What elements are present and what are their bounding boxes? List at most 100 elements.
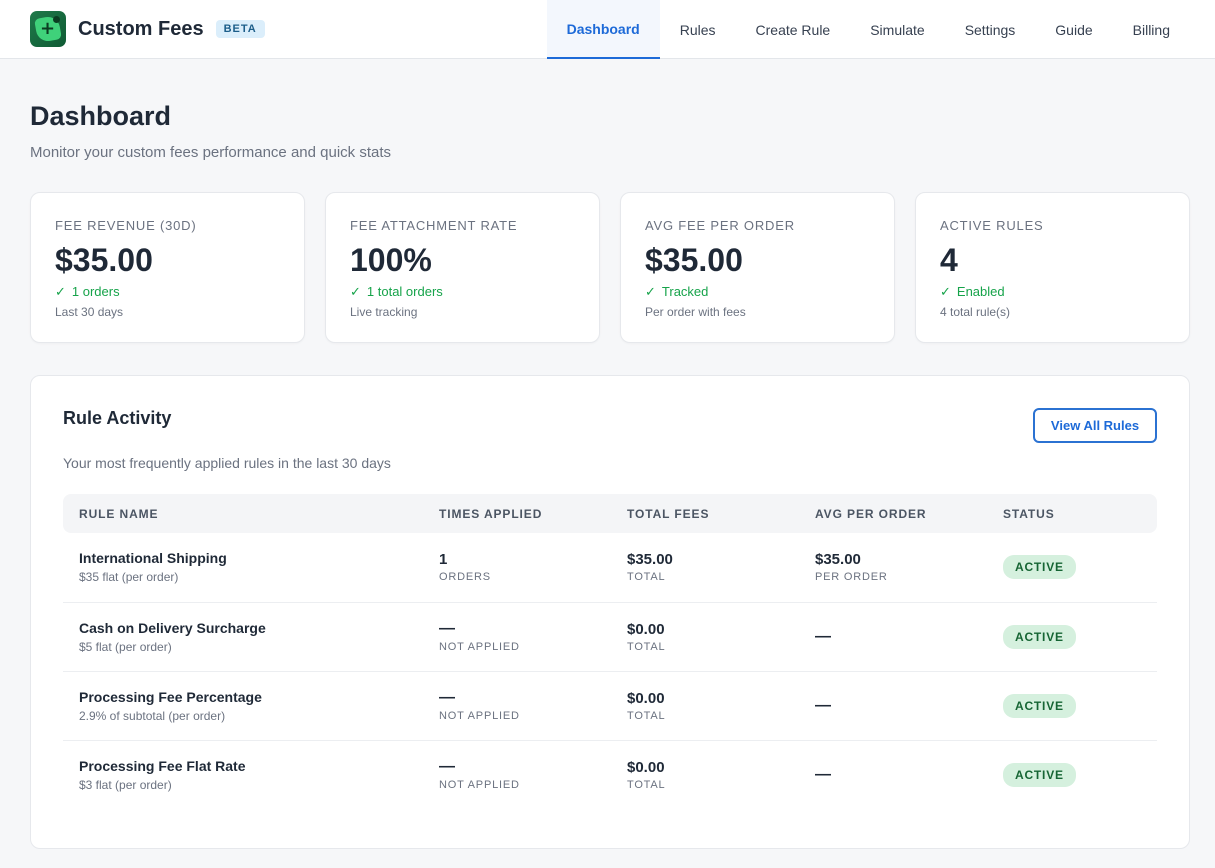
stat-trend-text: 1 orders [71,284,120,299]
avg-per-order-value: — [815,765,831,783]
logo-dot [53,16,60,23]
avg-per-order-value: — [815,696,831,714]
times-applied-value: — [439,689,455,706]
rule-activity-table: RULE NAME TIMES APPLIED TOTAL FEES AVG P… [63,494,1157,809]
stats-row: FEE REVENUE (30D) $35.00 ✓ 1 orders Last … [30,192,1190,343]
page-subtitle: Monitor your custom fees performance and… [30,144,391,161]
column-header-status[interactable]: STATUS [1003,506,1055,521]
stat-trend-text: 1 total orders [366,284,443,299]
column-header-avg-per-order[interactable]: AVG PER ORDER [815,506,927,521]
logo-plus-glyph: + [40,18,56,39]
cell-total-fees: $0.00 TOTAL [611,602,799,672]
nav-tab-simulate[interactable]: Simulate [870,21,925,38]
rule-description: $35 flat (per order) [79,570,179,585]
nav-tab-create-rule[interactable]: Create Rule [755,21,831,38]
total-fees-value: $0.00 [627,620,665,638]
stat-trend: ✓ Enabled [940,284,1165,300]
table-row[interactable]: Processing Fee Percentage 2.9% of subtot… [63,671,1157,741]
cell-times-applied: — NOT APPLIED [423,671,611,741]
nav-tab-rules[interactable]: Rules [679,21,716,38]
cell-avg-per-order: $35.00 PER ORDER [799,533,987,603]
times-applied-caption: NOT APPLIED [439,710,520,722]
stat-label: FEE REVENUE (30D) [55,218,197,233]
stat-value: 4 [940,242,958,278]
total-fees-value: $0.00 [627,758,665,776]
main-nav: Dashboard Rules Create Rule Simulate Set… [546,0,1190,59]
page-title: Dashboard [30,101,172,131]
times-applied-value: — [439,620,455,637]
stat-note: Per order with fees [645,305,746,319]
table-header-row: RULE NAME TIMES APPLIED TOTAL FEES AVG P… [63,494,1157,533]
cell-rule: Processing Fee Percentage 2.9% of subtot… [63,671,423,741]
app-name: Custom Fees [78,17,204,40]
cell-total-fees: $35.00 TOTAL [611,533,799,603]
column-header-rule-name[interactable]: RULE NAME [79,506,159,521]
beta-badge: BETA [215,20,265,38]
total-fees-caption: TOTAL [627,571,666,584]
nav-tab-guide[interactable]: Guide [1055,21,1093,38]
cell-avg-per-order: — [799,602,987,672]
view-all-rules-button[interactable]: View All Rules [1033,408,1157,443]
cell-status: ACTIVE [987,740,1157,809]
rule-description: $3 flat (per order) [79,777,172,792]
nav-tab-dashboard[interactable]: Dashboard [546,0,660,59]
stat-note: Last 30 days [55,305,124,319]
panel-title: Rule Activity [63,408,172,428]
stat-card-avg-fee: AVG FEE PER ORDER $35.00 ✓ Tracked Per or… [620,192,895,343]
rule-name[interactable]: Processing Fee Percentage [79,688,262,705]
nav-tab-settings[interactable]: Settings [964,21,1016,38]
table-row[interactable]: International Shipping $35 flat (per ord… [63,533,1157,603]
stat-card-active-rules: ACTIVE RULES 4 ✓ Enabled 4 total rule(s) [915,192,1190,343]
stat-label: ACTIVE RULES [940,218,1044,233]
status-badge: ACTIVE [1003,762,1076,787]
nav-tab-billing[interactable]: Billing [1132,21,1170,38]
times-applied-value: — [439,758,455,776]
stat-note: Live tracking [350,305,418,319]
stat-value: $35.00 [55,242,153,278]
stat-trend-text: Enabled [956,284,1005,299]
check-icon: ✓ [645,284,656,299]
cell-times-applied: — NOT APPLIED [423,602,611,672]
stat-label: FEE ATTACHMENT RATE [350,218,518,233]
cell-status: ACTIVE [987,602,1157,672]
status-badge: ACTIVE [1003,624,1076,649]
total-fees-value: $0.00 [627,689,665,707]
rule-description: 2.9% of subtotal (per order) [79,708,226,723]
cell-rule: Cash on Delivery Surcharge $5 flat (per … [63,602,423,672]
cell-total-fees: $0.00 TOTAL [611,740,799,809]
column-header-total-fees[interactable]: TOTAL FEES [627,506,710,521]
rule-activity-panel: Rule Activity Your most frequently appli… [30,375,1190,849]
stat-card-attachment-rate: FEE ATTACHMENT RATE 100% ✓ 1 total orders… [325,192,600,343]
times-applied-value: 1 [439,551,448,569]
panel-subtitle: Your most frequently applied rules in th… [63,455,391,471]
total-fees-caption: TOTAL [627,640,666,653]
rule-name[interactable]: International Shipping [79,550,227,567]
check-icon: ✓ [55,284,66,299]
stat-label: AVG FEE PER ORDER [645,218,795,233]
stat-value: $35.00 [645,242,743,278]
table-row[interactable]: Cash on Delivery Surcharge $5 flat (per … [63,602,1157,672]
rule-name[interactable]: Processing Fee Flat Rate [79,757,246,774]
top-bar: + Custom Fees BETA Dashboard Rules Creat… [0,0,1215,59]
times-applied-caption: NOT APPLIED [439,641,520,653]
times-applied-caption: NOT APPLIED [439,779,520,792]
rule-description: $5 flat (per order) [79,639,172,654]
cell-status: ACTIVE [987,671,1157,741]
cell-times-applied: 1 ORDERS [423,533,611,603]
column-header-times-applied[interactable]: TIMES APPLIED [439,506,543,521]
stat-value: 100% [350,242,432,278]
table-row[interactable]: Processing Fee Flat Rate $3 flat (per or… [63,740,1157,809]
check-icon: ✓ [940,284,951,299]
cell-rule: International Shipping $35 flat (per ord… [63,533,423,603]
stat-trend: ✓ 1 total orders [350,284,575,300]
cell-status: ACTIVE [987,533,1157,603]
brand: + Custom Fees BETA [0,0,265,58]
cell-times-applied: — NOT APPLIED [423,740,611,809]
status-badge: ACTIVE [1003,555,1076,580]
rule-name[interactable]: Cash on Delivery Surcharge [79,619,266,636]
app-logo-icon[interactable]: + [30,11,66,47]
avg-per-order-value: $35.00 [815,551,861,569]
check-icon: ✓ [350,284,361,299]
avg-per-order-caption: PER ORDER [815,571,888,584]
total-fees-value: $35.00 [627,551,673,569]
